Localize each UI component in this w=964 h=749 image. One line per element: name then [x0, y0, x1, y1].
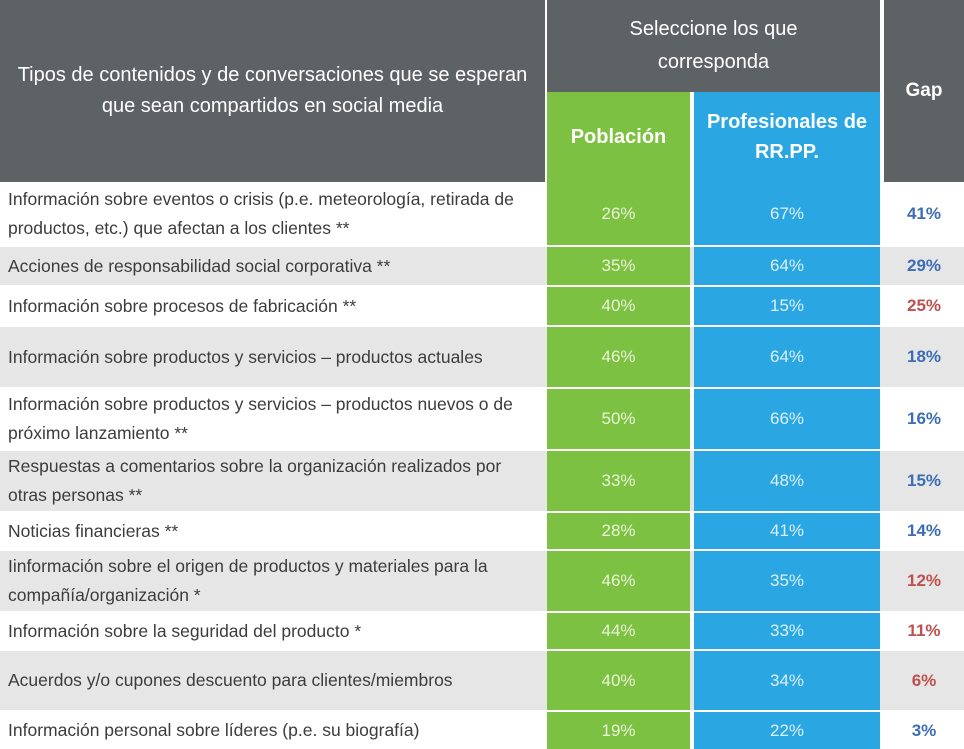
- gap-cell: 41%: [906, 203, 942, 223]
- table-row: Información sobre la seguridad del produ…: [0, 613, 964, 649]
- row-label: Respuestas a comentarios sobre la organi…: [8, 456, 502, 505]
- row-label: Iinformación sobre el origen de producto…: [8, 556, 488, 605]
- gap-cell: 29%: [906, 256, 942, 275]
- header-profesionales: Profesionales de RR.PP.: [694, 92, 880, 182]
- table-row: Información sobre eventos o crisis (p.e.…: [0, 182, 964, 245]
- profesionales-cell: 34%: [694, 651, 880, 710]
- poblacion-cell: 19%: [547, 712, 690, 749]
- header-select: Seleccione los que corresponda: [547, 0, 880, 92]
- poblacion-cell: 28%: [547, 513, 690, 549]
- table-row: Información personal sobre líderes (p.e.…: [0, 712, 964, 749]
- profesionales-cell: 48%: [694, 451, 880, 511]
- gap-cell: 25%: [906, 296, 942, 315]
- profesionales-cell: 35%: [694, 551, 880, 611]
- header-profesionales-text: Profesionales de RR.PP.: [706, 111, 868, 163]
- poblacion-cell: 40%: [547, 651, 690, 710]
- table-row: Acuerdos y/o cupones descuento para clie…: [0, 651, 964, 710]
- header-select-text: Seleccione los que corresponda: [629, 18, 798, 73]
- gap-cell: 18%: [906, 347, 942, 366]
- table-row: Respuestas a comentarios sobre la organi…: [0, 451, 964, 511]
- poblacion-cell: 44%: [547, 613, 690, 649]
- gap-cell: 11%: [907, 621, 941, 640]
- table-row: Información sobre procesos de fabricació…: [0, 287, 964, 325]
- poblacion-cell: 50%: [547, 389, 690, 449]
- gap-cell: 3%: [911, 720, 937, 740]
- row-label: Información sobre procesos de fabricació…: [8, 295, 357, 316]
- gap-cell: 15%: [906, 471, 942, 490]
- profesionales-cell: 15%: [694, 287, 880, 325]
- row-label: Información sobre la seguridad del produ…: [8, 620, 362, 641]
- header-gap: Gap: [884, 0, 964, 182]
- row-label: Información sobre productos y servicios …: [8, 346, 483, 367]
- header-content-types: Tipos de contenidos y de conversaciones …: [0, 0, 545, 182]
- profesionales-cell: 41%: [694, 513, 880, 549]
- gap-cell: 6%: [911, 670, 937, 690]
- poblacion-cell: 46%: [547, 327, 690, 387]
- poblacion-cell: 33%: [547, 451, 690, 511]
- profesionales-cell: 22%: [694, 712, 880, 749]
- profesionales-cell: 33%: [694, 613, 880, 649]
- header-poblacion: Población: [547, 92, 690, 182]
- row-label: Información sobre productos y servicios …: [8, 394, 513, 443]
- table-row: Acciones de responsabilidad social corpo…: [0, 247, 964, 285]
- profesionales-cell: 64%: [694, 327, 880, 387]
- table-row: Información sobre productos y servicios …: [0, 327, 964, 387]
- poblacion-cell: 35%: [547, 247, 690, 285]
- poblacion-cell: 26%: [547, 182, 690, 245]
- row-label: Acuerdos y/o cupones descuento para clie…: [8, 670, 453, 690]
- profesionales-cell: 66%: [694, 389, 880, 449]
- gap-cell: 12%: [906, 571, 942, 590]
- profesionales-cell: 64%: [694, 247, 880, 285]
- profesionales-cell: 67%: [694, 182, 880, 245]
- poblacion-cell: 40%: [547, 287, 690, 325]
- row-label: Acciones de responsabilidad social corpo…: [8, 255, 391, 276]
- table-row: Iinformación sobre el origen de producto…: [0, 551, 964, 611]
- gap-cell: 14%: [906, 521, 942, 540]
- row-label: Información sobre eventos o crisis (p.e.…: [8, 188, 514, 238]
- row-label: Información personal sobre líderes (p.e.…: [8, 720, 420, 740]
- table-row: Información sobre productos y servicios …: [0, 389, 964, 449]
- row-label: Noticias financieras **: [8, 520, 179, 541]
- gap-cell: 16%: [906, 409, 942, 428]
- table-row: Noticias financieras ** 28% 41% 14%: [0, 513, 964, 549]
- poblacion-cell: 46%: [547, 551, 690, 611]
